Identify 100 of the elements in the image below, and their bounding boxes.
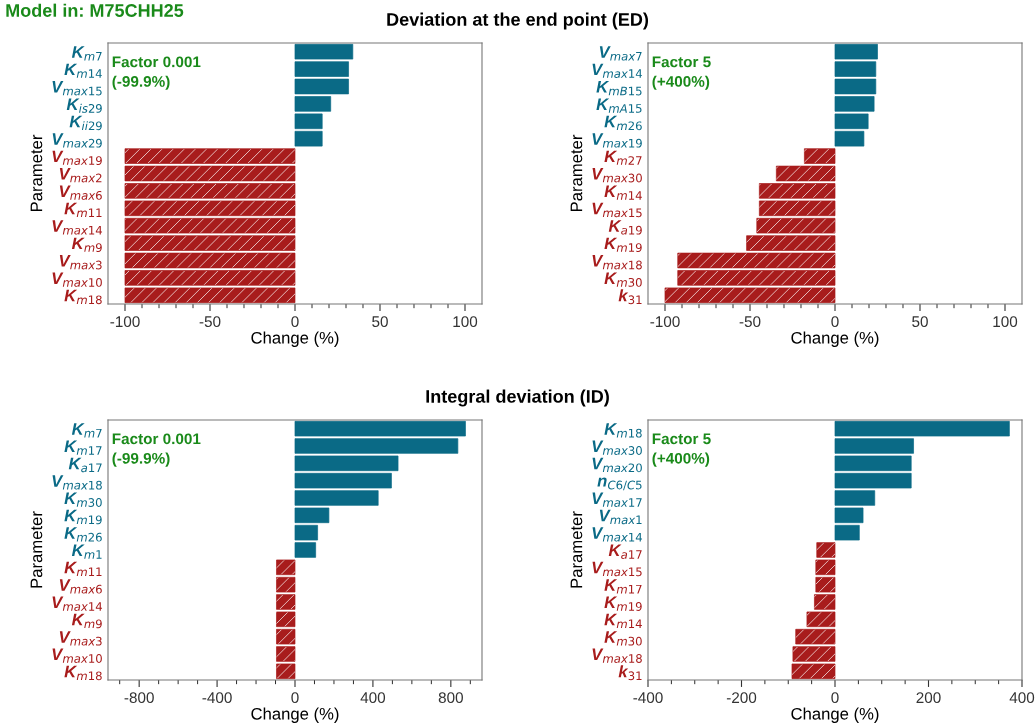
y-tick-label: K$_{m7}$ <box>71 46 102 61</box>
x-tick-label: 400 <box>360 692 386 704</box>
y-tick-label: K$_{m11}$ <box>64 202 102 218</box>
bar <box>834 130 865 147</box>
x-tick-label: -100 <box>650 316 680 328</box>
y-tick-label: V$_{max1}$ <box>599 509 642 525</box>
x-tick-label: 0 <box>291 316 299 328</box>
y-tick-label: K$_{a19}$ <box>608 220 642 235</box>
y-tick-label: K$_{m26}$ <box>604 115 642 131</box>
y-tick-label: K$_{m11}$ <box>64 561 102 577</box>
annotation: Factor 0.001 <box>112 433 201 445</box>
y-tick-label: V$_{max6}$ <box>59 185 102 200</box>
y-tick-label: V$_{max14}$ <box>592 527 643 542</box>
annotation: (+400%) <box>652 452 710 467</box>
y-tick-label: K$_{m7}$ <box>71 423 102 438</box>
x-tick-label: -400 <box>202 692 232 704</box>
y-tick-label: K$_{m9}$ <box>71 613 102 629</box>
x-tick-label: 800 <box>438 692 463 704</box>
x-tick-label: 200 <box>916 692 941 704</box>
annotation: Factor 0.001 <box>112 56 201 68</box>
bar <box>834 524 860 541</box>
y-tick-label: V$_{max15}$ <box>52 81 102 96</box>
y-tick-label: K$_{is29}$ <box>66 98 102 113</box>
chart-title: Deviation at the end point (ED) <box>387 12 649 30</box>
y-tick-label: V$_{max19}$ <box>52 150 102 166</box>
y-tick-label: V$_{max29}$ <box>52 133 102 148</box>
x-tick-label: -50 <box>739 316 761 328</box>
x-axis-title: Change (%) <box>251 707 339 723</box>
y-tick-label: k$_{31}$ <box>618 665 642 681</box>
y-tick-label: k$_{31}$ <box>618 289 642 305</box>
y-tick-label: K$_{m18}$ <box>64 665 102 681</box>
y-tick-label: n$_{C6/C5}$ <box>597 477 642 491</box>
y-tick-label: K$_{m18}$ <box>64 289 102 305</box>
y-axis-title: Parameter <box>570 134 583 212</box>
y-tick-label: K$_{m30}$ <box>604 631 642 646</box>
y-tick-label: K$_{a17}$ <box>608 544 642 559</box>
y-tick-label: K$_{m9}$ <box>71 237 102 253</box>
y-tick-label: V$_{max30}$ <box>592 168 642 183</box>
x-tick-label: 0 <box>831 316 839 328</box>
annotation: Factor 5 <box>652 433 711 445</box>
y-axis-title: Parameter <box>570 511 583 588</box>
y-tick-label: K$_{m30}$ <box>64 492 102 507</box>
x-tick-label: 400 <box>1009 692 1035 704</box>
y-tick-label: V$_{max7}$ <box>599 46 642 61</box>
x-axis-title: Change (%) <box>791 707 879 723</box>
y-tick-label: K$_{m14}$ <box>604 613 642 629</box>
y-tick-label: V$_{max2}$ <box>59 168 102 183</box>
y-tick-label: K$_{m30}$ <box>604 272 642 287</box>
y-tick-label: V$_{max3}$ <box>59 631 102 646</box>
y-tick-label: V$_{max14}$ <box>592 63 643 79</box>
y-tick-label: K$_{m19}$ <box>604 596 642 611</box>
y-tick-label: K$_{m1}$ <box>71 544 102 559</box>
x-tick-label: 0 <box>291 692 299 704</box>
y-tick-label: V$_{max15}$ <box>592 561 642 577</box>
x-tick-label: 50 <box>912 316 928 328</box>
y-axis-title: Parameter <box>30 511 43 588</box>
y-tick-label: V$_{max18}$ <box>592 648 642 663</box>
y-tick-label: K$_{m17}$ <box>604 579 642 594</box>
y-axis-title: Parameter <box>30 134 43 212</box>
y-tick-label: K$_{m26}$ <box>64 527 102 542</box>
text: Model in: M75CHH25 <box>6 3 184 17</box>
y-tick-label: K$_{m17}$ <box>64 440 102 455</box>
annotation: (-99.9%) <box>112 75 170 90</box>
bar <box>294 130 323 147</box>
x-tick-label: 100 <box>453 316 478 328</box>
y-tick-label: V$_{max20}$ <box>592 457 642 473</box>
y-tick-label: V$_{max10}$ <box>52 648 102 663</box>
y-tick-label: V$_{max17}$ <box>592 492 642 507</box>
y-tick-label: K$_{m27}$ <box>604 150 642 165</box>
x-tick-label: -800 <box>124 692 154 704</box>
y-tick-label: K$_{mB15}$ <box>596 81 642 96</box>
y-tick-label: V$_{max10}$ <box>52 272 102 287</box>
y-tick-label: V$_{max3}$ <box>59 255 102 270</box>
x-tick-label: 0 <box>831 692 839 704</box>
y-tick-label: V$_{max6}$ <box>59 579 102 594</box>
x-tick-label: -200 <box>726 692 757 704</box>
x-tick-label: -50 <box>199 316 221 328</box>
chart-title: Integral deviation (ID) <box>426 389 609 407</box>
y-tick-label: V$_{max30}$ <box>592 440 642 455</box>
annotation: Factor 5 <box>652 56 711 68</box>
y-tick-label: K$_{m14}$ <box>604 185 642 200</box>
x-tick-label: 100 <box>993 316 1018 328</box>
x-tick-label: -100 <box>110 316 140 328</box>
y-tick-label: K$_{a17}$ <box>68 457 102 473</box>
x-tick-label: -400 <box>633 692 663 704</box>
annotation: (+400%) <box>652 75 710 90</box>
x-tick-label: 50 <box>372 316 388 328</box>
y-tick-label: V$_{max15}$ <box>592 202 642 218</box>
y-tick-label: K$_{ii29}$ <box>69 115 102 131</box>
y-tick-label: K$_{m19}$ <box>604 237 642 253</box>
x-axis-title: Change (%) <box>791 331 879 347</box>
y-tick-label: V$_{max18}$ <box>52 475 102 490</box>
y-tick-label: V$_{max18}$ <box>592 255 642 270</box>
y-tick-label: K$_{m14}$ <box>64 63 102 78</box>
y-tick-label: K$_{mA15}$ <box>596 98 642 113</box>
y-tick-label: V$_{max14}$ <box>52 596 103 611</box>
x-axis-title: Change (%) <box>251 331 339 347</box>
y-tick-label: V$_{max14}$ <box>52 220 103 235</box>
y-tick-label: V$_{max19}$ <box>592 133 642 148</box>
y-tick-label: K$_{m18}$ <box>604 423 642 438</box>
